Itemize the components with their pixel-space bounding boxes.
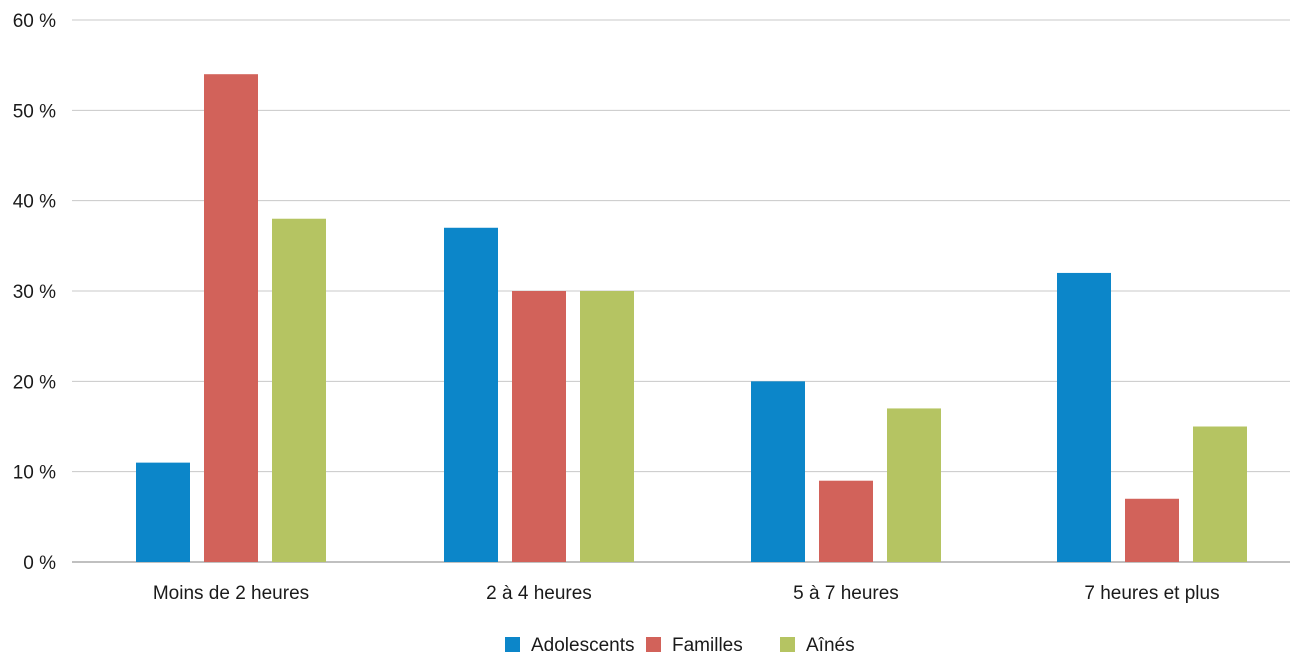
bars [136,74,1247,562]
legend-swatch [646,637,661,652]
y-tick-label: 0 % [23,553,56,574]
bar-0-1 [204,74,258,562]
bar-1-2 [580,291,634,562]
y-axis-ticks: 0 % 10 % 20 % 30 % 40 % 50 % 60 % [13,11,56,574]
legend-label: Familles [672,635,743,656]
legend: Adolescents Familles Aînés [505,635,855,656]
legend-label: Adolescents [531,635,635,656]
y-tick-label: 30 % [13,282,56,303]
bar-1-1 [512,291,566,562]
bar-0-0 [136,462,190,562]
legend-swatch [780,637,795,652]
y-tick-label: 20 % [13,372,56,393]
category-label: Moins de 2 heures [153,583,309,604]
bar-3-2 [1193,426,1247,562]
bar-3-1 [1125,498,1179,562]
category-label: 5 à 7 heures [793,583,899,604]
y-tick-label: 10 % [13,463,56,484]
y-tick-label: 40 % [13,192,56,213]
y-tick-label: 50 % [13,101,56,122]
category-label: 2 à 4 heures [486,583,592,604]
bar-2-2 [887,408,941,562]
bar-2-0 [751,381,805,562]
legend-swatch [505,637,520,652]
bar-1-0 [444,227,498,562]
bar-0-2 [272,218,326,562]
bar-3-0 [1057,272,1111,562]
bar-2-1 [819,480,873,562]
x-axis-categories: Moins de 2 heures 2 à 4 heures 5 à 7 heure… [153,583,1220,604]
y-tick-label: 60 % [13,11,56,32]
category-label: 7 heures et plus [1084,583,1219,604]
legend-label: Aînés [806,635,855,656]
